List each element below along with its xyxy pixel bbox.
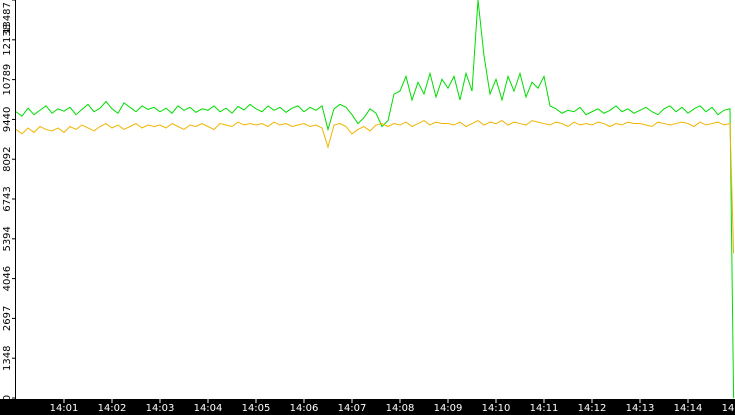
x-tick-label: 14:05: [242, 403, 271, 414]
y-tick-label: 8092: [2, 146, 13, 171]
x-tick-label: 14:01: [50, 403, 79, 414]
series-line: [15, 0, 735, 399]
series-line: [15, 120, 735, 254]
x-tick-label: 14:04: [194, 403, 223, 414]
y-tick-label: 2697: [2, 306, 13, 331]
x-tick-label: 14:10: [482, 403, 511, 414]
y-tick-label: 1348: [2, 345, 13, 370]
x-tick-label: 14:02: [98, 403, 127, 414]
x-tick-label: 14:09: [434, 403, 463, 414]
y-tick-label: 5394: [2, 226, 13, 251]
x-tick-label: 14:08: [386, 403, 415, 414]
x-tick-label: 14:06: [290, 403, 319, 414]
y-tick-label: 10789: [2, 64, 13, 96]
x-tick-label: 14:07: [338, 403, 367, 414]
x-tick-label: 14:12: [578, 403, 607, 414]
x-tick-label: 14:15: [722, 403, 735, 414]
y-tick-label: 12138: [2, 24, 13, 56]
y-tick-label: 4046: [2, 266, 13, 291]
y-tick-label: 6743: [2, 186, 13, 211]
x-tick-label: 14:03: [146, 403, 175, 414]
y-tick-label: 0: [2, 395, 13, 401]
x-tick-label: 14:14: [674, 403, 703, 414]
x-tick-label: 14:13: [626, 403, 655, 414]
y-tick-label: 9440: [2, 107, 13, 132]
y-tick-label: 13487: [2, 2, 13, 34]
x-tick-label: 14:11: [530, 403, 559, 414]
x-axis-band: [0, 399, 735, 415]
